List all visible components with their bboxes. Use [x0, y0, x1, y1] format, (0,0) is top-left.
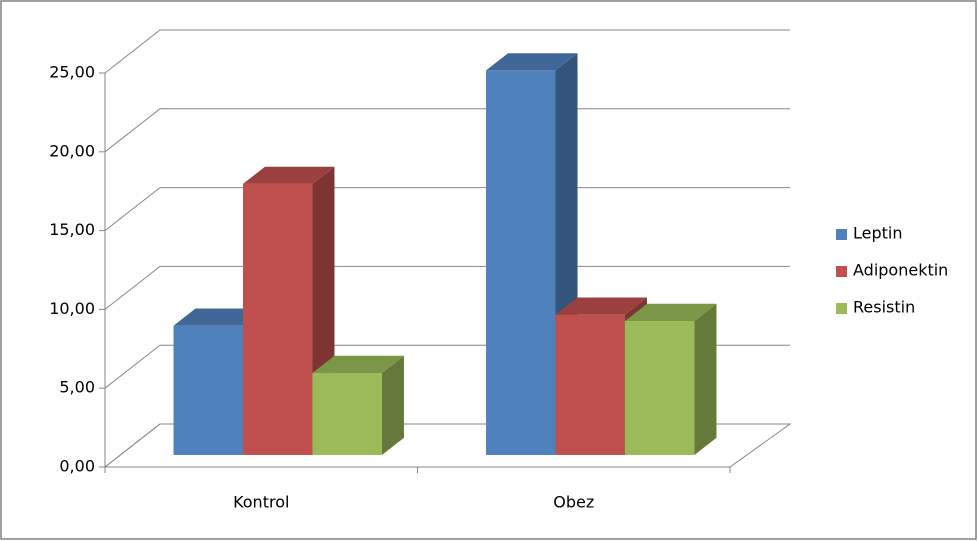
bar-top: [624, 303, 717, 321]
grid-line: [104, 265, 790, 310]
bar-top: [173, 308, 266, 326]
grid-line: [104, 108, 790, 153]
bar-side: [381, 355, 404, 455]
grid-line: [104, 187, 790, 231]
x-tick-label: Obez: [553, 493, 594, 512]
bar: [555, 314, 625, 455]
legend-swatch: [836, 303, 847, 314]
legend-label: Adiponektin: [853, 261, 948, 280]
bar-top: [312, 355, 404, 374]
legend-swatch: [836, 266, 847, 277]
bar: [312, 373, 382, 455]
y-tick-label: 20,00: [49, 141, 95, 160]
y-tick-label: 25,00: [49, 63, 95, 82]
bar-top: [555, 297, 647, 315]
bar: [173, 325, 244, 455]
bar-top: [486, 53, 578, 71]
legend-label: Leptin: [853, 224, 903, 243]
bar-side: [694, 303, 717, 455]
bar-top: [243, 166, 335, 184]
bar: [486, 70, 556, 455]
legend-swatch: [836, 229, 847, 240]
y-tick-label: 5,00: [59, 378, 95, 397]
legend-label: Resistin: [853, 298, 915, 317]
y-tick-label: 15,00: [49, 220, 95, 239]
y-tick-label: 0,00: [59, 457, 95, 476]
bar: [243, 183, 313, 455]
bar: [624, 321, 695, 455]
grid-line: [104, 29, 790, 74]
x-tick-label: Kontrol: [233, 493, 289, 512]
y-tick-label: 10,00: [49, 299, 95, 318]
